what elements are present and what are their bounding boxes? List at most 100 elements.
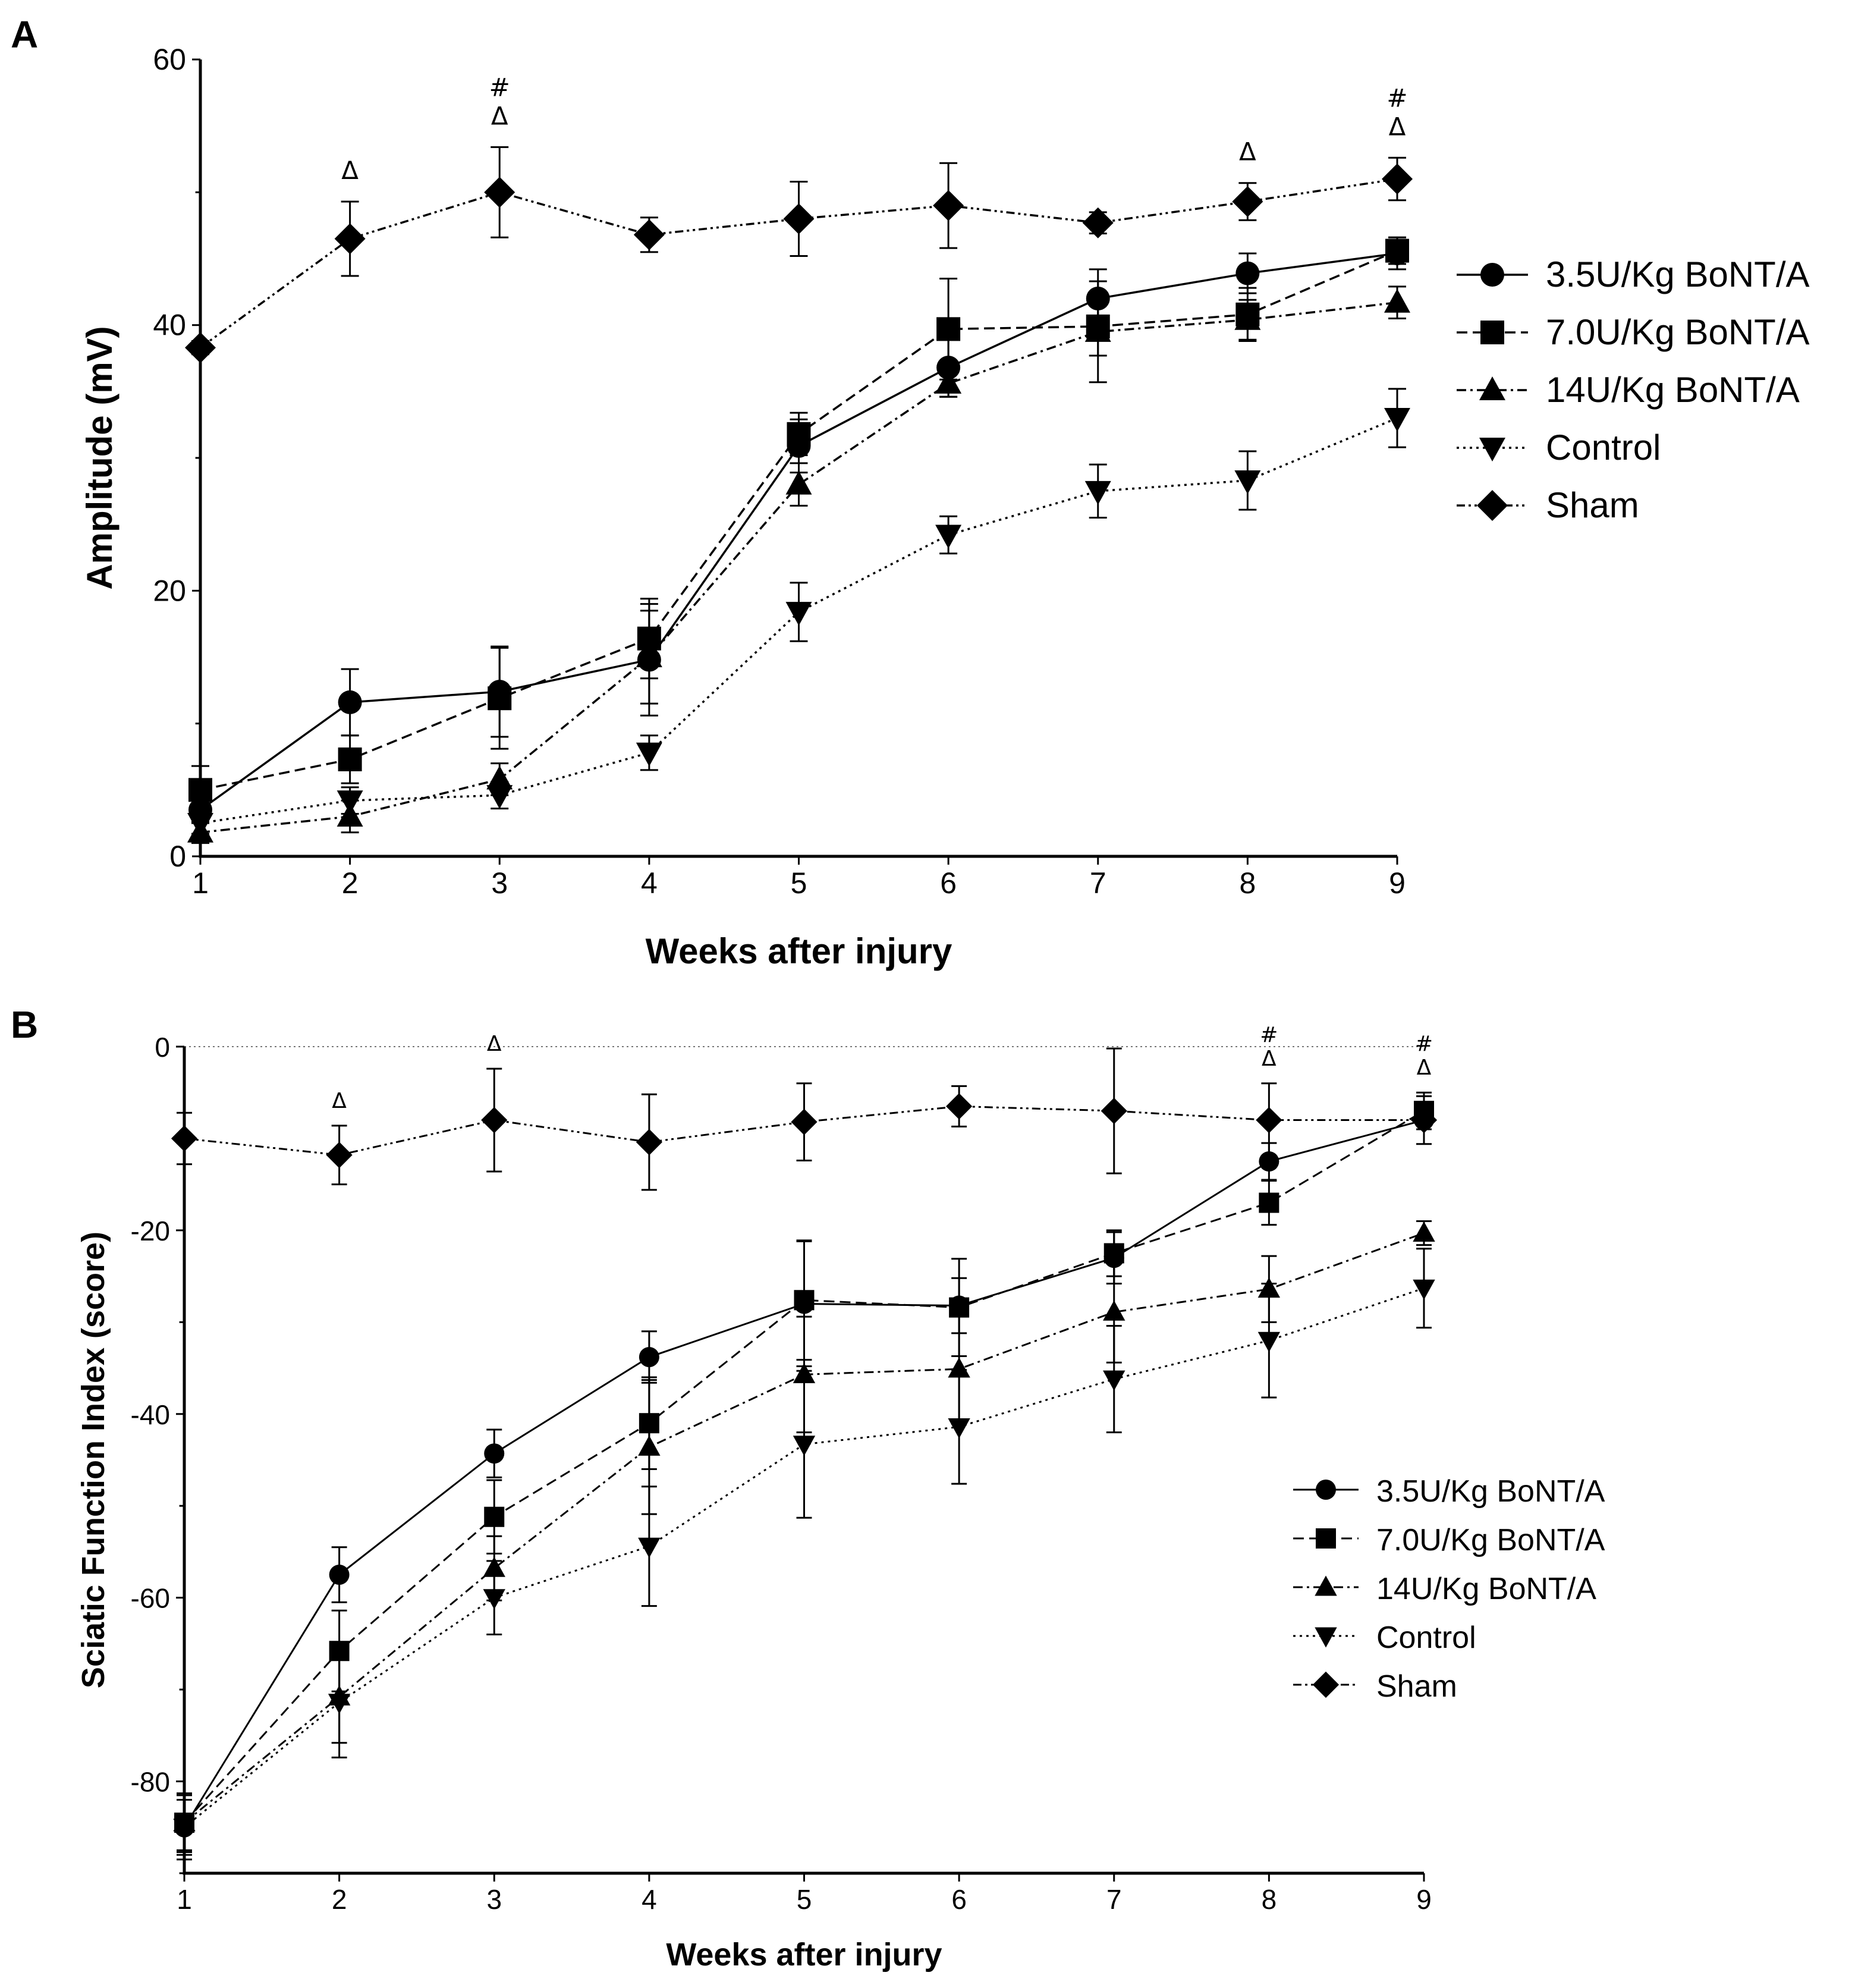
- panel-a-series-line: [200, 301, 1398, 834]
- panel-b-legend-label: Control: [1376, 1620, 1476, 1655]
- panel-b-legend: 3.5U/Kg BoNT/A 7.0U/Kg BoNT/A 14U/Kg BoNT/…: [1293, 1474, 1605, 1704]
- panel-a-series-1: [188, 236, 1409, 824]
- panel-b-data-point: [328, 1694, 351, 1714]
- panel-a-data-point: [484, 177, 515, 208]
- panel-b-significance-mark: #: [1260, 1023, 1278, 1047]
- panel-a-x-tick-label: 2: [342, 866, 359, 900]
- panel-a-data-point: [338, 690, 362, 714]
- panel-b-data-point: [948, 1357, 970, 1378]
- panel-b-legend-label: 7.0U/Kg BoNT/A: [1376, 1523, 1605, 1557]
- panel-b-significance-mark: Δ: [1417, 1056, 1432, 1080]
- panel-a-letter: A: [11, 13, 38, 56]
- panel-b-legend-label: 3.5U/Kg BoNT/A: [1376, 1474, 1605, 1509]
- panel-a-data-point: [1384, 288, 1410, 313]
- panel-a-significance-mark: Δ: [1389, 112, 1406, 141]
- panel-a-series-line: [200, 249, 1398, 792]
- panel-a-y-tick-label: 40: [153, 309, 186, 342]
- panel-b-x-tick-label: 2: [332, 1884, 347, 1915]
- panel-b-y-tick-label: 0: [155, 1032, 170, 1063]
- panel-a-x-tick-label: 9: [1389, 866, 1406, 900]
- panel-a-legend-marker: [1479, 376, 1505, 400]
- panel-a-x-tick-label: 7: [1090, 866, 1106, 900]
- panel-b-x-axis-title: Weeks after injury: [666, 1937, 942, 1973]
- panel-b-x-tick-label: 3: [486, 1884, 502, 1915]
- panel-b-data-point: [1256, 1107, 1282, 1133]
- panel-a-legend-label: Control: [1546, 428, 1661, 467]
- panel-b-x-tick-label: 9: [1416, 1884, 1432, 1915]
- panel-b-data-point: [1413, 1279, 1435, 1300]
- panel-a-data-point: [636, 643, 662, 667]
- panel-b-data-point: [636, 1129, 662, 1155]
- panel-a-data-point: [633, 219, 665, 250]
- panel-a-data-point: [1235, 261, 1260, 285]
- panel-b-data-point: [173, 1819, 196, 1839]
- panel-a-data-point: [1084, 480, 1111, 505]
- panel-b-series-3: [173, 1220, 1435, 1853]
- panel-a-y-tick-label: 20: [153, 574, 186, 607]
- panel-a-x-tick-label: 5: [791, 866, 807, 900]
- panel-b-data-point: [946, 1093, 973, 1120]
- panel-a-data-point: [936, 317, 961, 341]
- panel-a-data-point: [1084, 318, 1111, 342]
- panel-b-data-point: [484, 1506, 505, 1527]
- panel-b-series-line: [184, 1105, 1424, 1156]
- panel-b-data-point: [1259, 1192, 1279, 1213]
- panel-b-data-point: [791, 1108, 818, 1135]
- panel-b-series-5: [171, 1047, 1438, 1191]
- panel-a-legend-marker: [1479, 438, 1505, 461]
- panel-b-data-point: [1257, 1331, 1281, 1352]
- panel-b-y-tick-label: -20: [131, 1216, 170, 1246]
- panel-b-x-tick-label: 4: [642, 1884, 657, 1915]
- panel-b: B 0 -20 -40 -60 -80 1 2 3 4 5 6 7 8 9 Weeks after inju…: [11, 1003, 1605, 1973]
- panel-b-legend-label: 14U/Kg BoNT/A: [1376, 1572, 1596, 1606]
- panel-a-data-point: [185, 332, 216, 363]
- panel-b-legend-marker: [1315, 1575, 1337, 1596]
- panel-b-data-point: [483, 1589, 505, 1610]
- panel-b-x-tick-label: 5: [797, 1884, 812, 1915]
- panel-a-data-point: [1234, 306, 1261, 330]
- panel-b-data-point: [326, 1142, 353, 1169]
- panel-b-y-tick-label: -80: [131, 1767, 170, 1798]
- panel-b-data-point: [1103, 1243, 1124, 1264]
- panel-a-legend: 3.5U/Kg BoNT/A 7.0U/Kg BoNT/A 14U/Kg BoNT/…: [1457, 255, 1810, 525]
- panel-a-data-point: [486, 765, 513, 790]
- panel-b-significance-mark: Δ: [1262, 1047, 1277, 1071]
- panel-a-x-tick-label: 4: [641, 866, 658, 900]
- panel-a-data-point: [935, 525, 962, 549]
- panel-a-significance-mark: Δ: [341, 156, 359, 185]
- panel-a-legend-marker: [1477, 490, 1508, 521]
- panel-b-letter: B: [11, 1003, 38, 1046]
- panel-a-data-point: [787, 422, 811, 446]
- panel-a-data-point: [1082, 207, 1114, 238]
- panel-b-data-point: [171, 1125, 198, 1152]
- panel-a-x-tick-label: 6: [940, 866, 957, 900]
- panel-a-data-point: [1384, 408, 1410, 432]
- panel-a-significance-mark: #: [489, 73, 510, 102]
- panel-b-data-point: [481, 1107, 508, 1133]
- panel-b-significance-mark: Δ: [487, 1032, 502, 1056]
- panel-a-data-point: [187, 813, 213, 837]
- panel-a-data-point: [334, 223, 366, 255]
- panel-a-data-point: [338, 747, 362, 771]
- panel-b-data-point: [329, 1565, 350, 1585]
- panel-a-data-point: [933, 190, 964, 221]
- panel-b-y-axis-title: Sciatic Function Index (score): [76, 1232, 111, 1688]
- panel-a-data-point: [636, 742, 662, 767]
- panel-a-data-point: [1234, 470, 1261, 494]
- panel-b-data-point: [638, 1435, 661, 1456]
- panel-a-significance-mark: Δ: [491, 101, 508, 130]
- panel-b-y-tick-label: -40: [131, 1399, 170, 1430]
- panel-b-x-tick-label: 8: [1262, 1884, 1277, 1915]
- panel-a-series-2: [188, 236, 1409, 815]
- panel-b-legend-marker: [1316, 1528, 1336, 1549]
- panel-b-legend-marker: [1316, 1480, 1336, 1500]
- panel-b-legend-marker: [1315, 1627, 1337, 1648]
- panel-b-data-point: [1103, 1300, 1125, 1321]
- panel-a: A 0 20 40 60 1 2 3 4 5 6 7 8 9 Weeks after injury Ampl…: [11, 13, 1810, 971]
- panel-b-data-point: [639, 1347, 659, 1368]
- panel-a-y-tick-label: 0: [169, 840, 186, 873]
- panel-b-significance-mark: Δ: [332, 1089, 347, 1113]
- panel-a-data-point: [337, 790, 363, 815]
- panel-a-significance-mark: #: [1386, 83, 1407, 112]
